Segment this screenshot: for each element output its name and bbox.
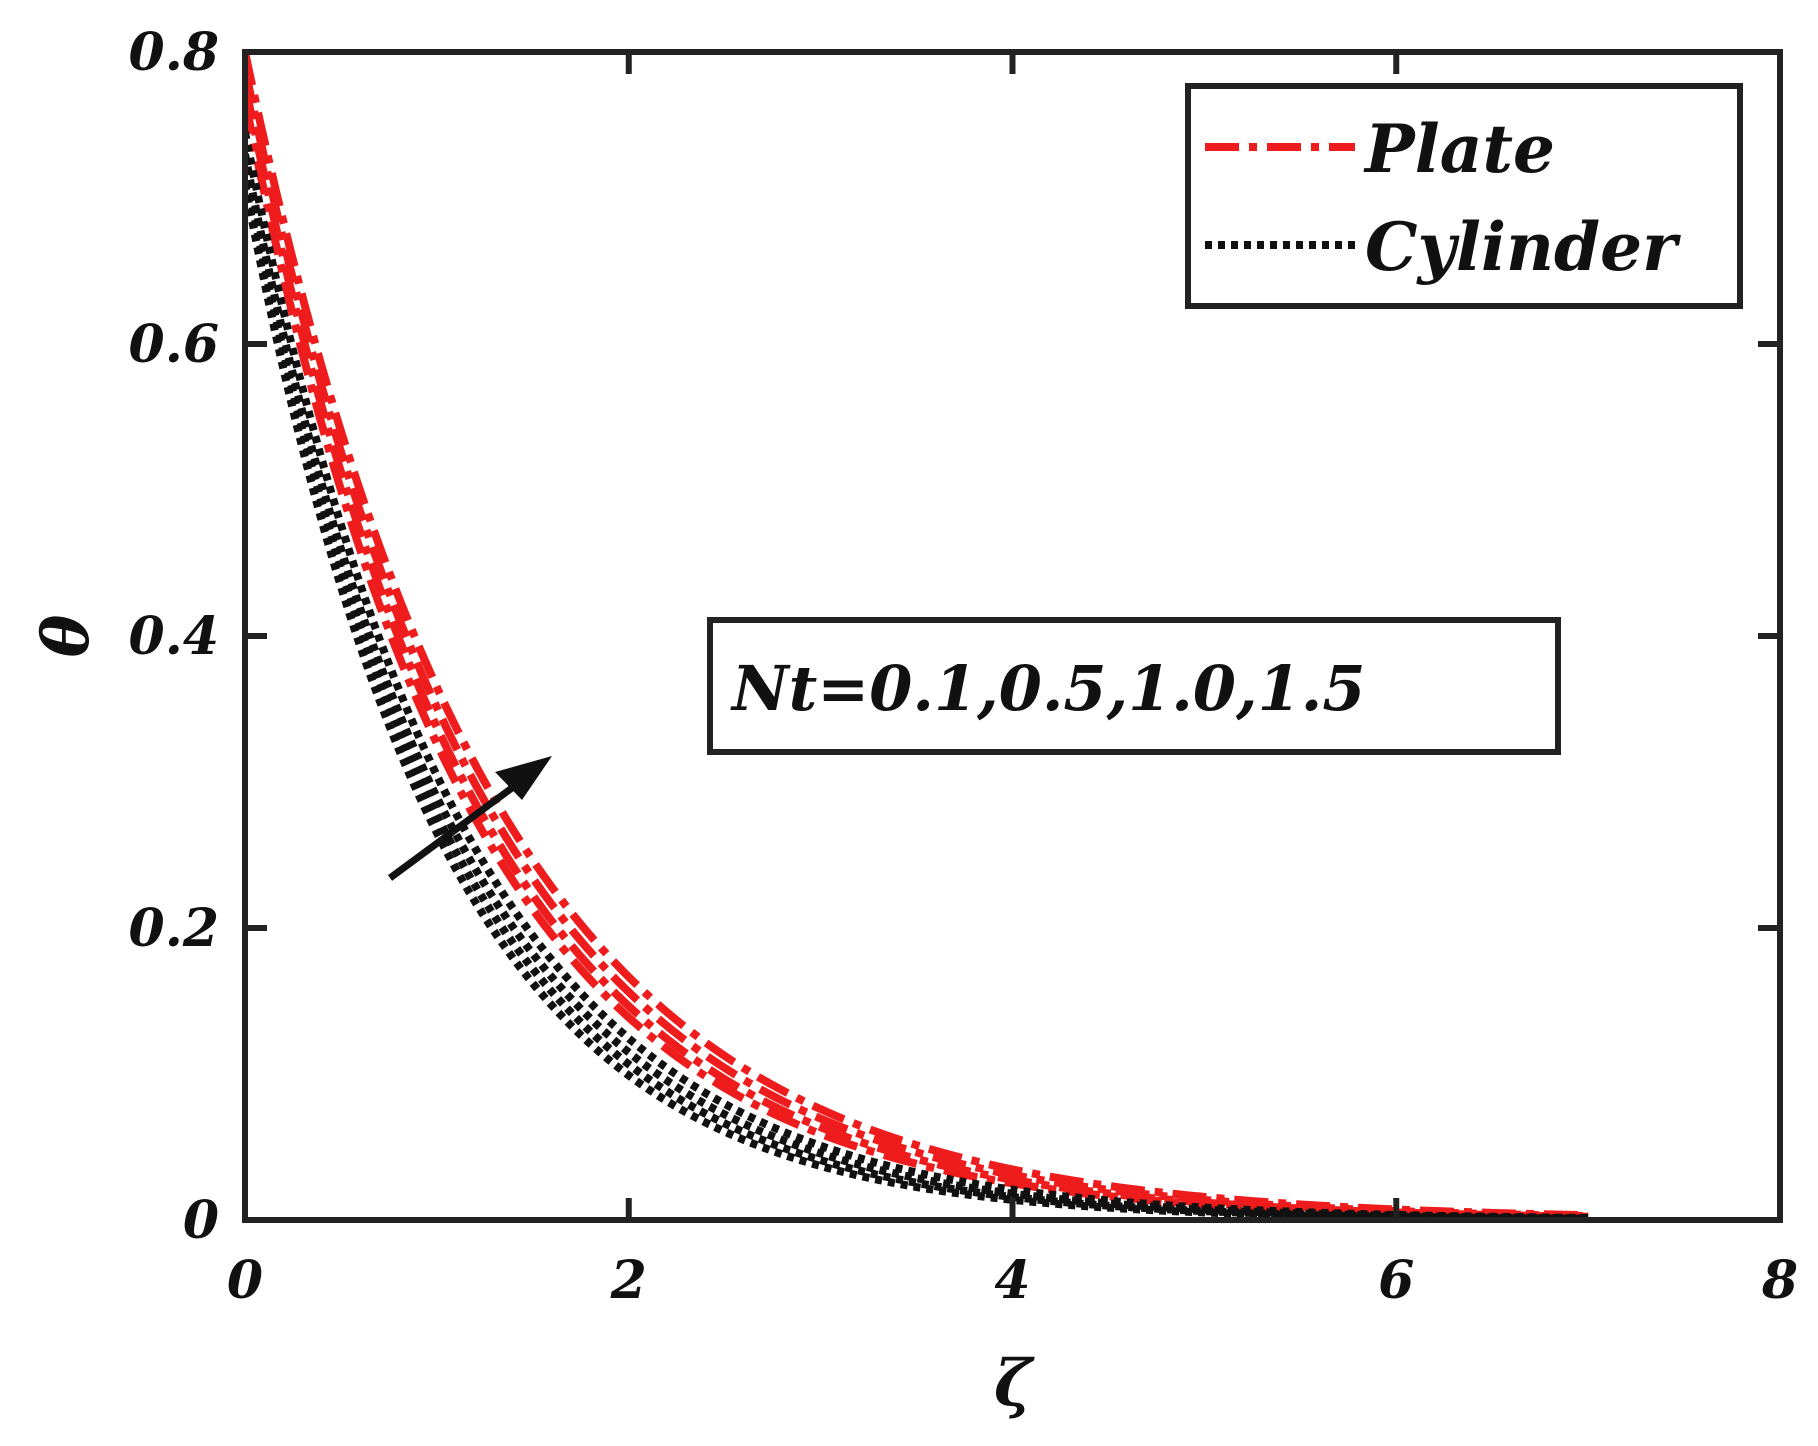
series-line-plate-3 — [245, 52, 1589, 1220]
ticks-layer — [245, 52, 1780, 1220]
x-tick-label: 8 — [1761, 1250, 1798, 1311]
y-axis-title: θ — [29, 614, 104, 657]
y-tick-label: 0 — [183, 1190, 219, 1251]
legend-label-cylinder: Cylinder — [1365, 208, 1681, 286]
series-layer — [245, 52, 1589, 1220]
y-tick-label: 0.8 — [129, 22, 219, 83]
legend-label-plate: Plate — [1363, 110, 1555, 188]
increase-arrow — [387, 756, 552, 881]
annotation-text: Nt=0.1,0.5,1.0,1.5 — [730, 652, 1365, 725]
series-line-plate-1 — [245, 83, 1589, 1220]
x-tick-labels: 0 2 4 6 8 — [227, 1250, 1798, 1311]
x-tick-label: 2 — [610, 1250, 647, 1311]
x-tick-label: 6 — [1378, 1250, 1414, 1311]
y-tick-labels: 0 0.2 0.4 0.6 0.8 — [129, 22, 219, 1251]
annotation-box — [707, 617, 1561, 755]
series-line-cylinder-4 — [245, 182, 1589, 1220]
y-tick-label: 0.6 — [129, 314, 219, 375]
parameter-annotation: Nt=0.1,0.5,1.0,1.5 — [707, 617, 1561, 755]
x-axis-title: ζ — [994, 1346, 1035, 1421]
x-tick-label: 0 — [227, 1250, 263, 1311]
legend-box — [1185, 83, 1743, 309]
series-line-cylinder-7 — [245, 131, 1589, 1220]
x-tick-label: 4 — [994, 1250, 1030, 1311]
y-tick-label: 0.2 — [129, 898, 219, 959]
y-tick-label: 0.4 — [129, 606, 219, 667]
legend: Plate Cylinder — [1185, 83, 1743, 309]
